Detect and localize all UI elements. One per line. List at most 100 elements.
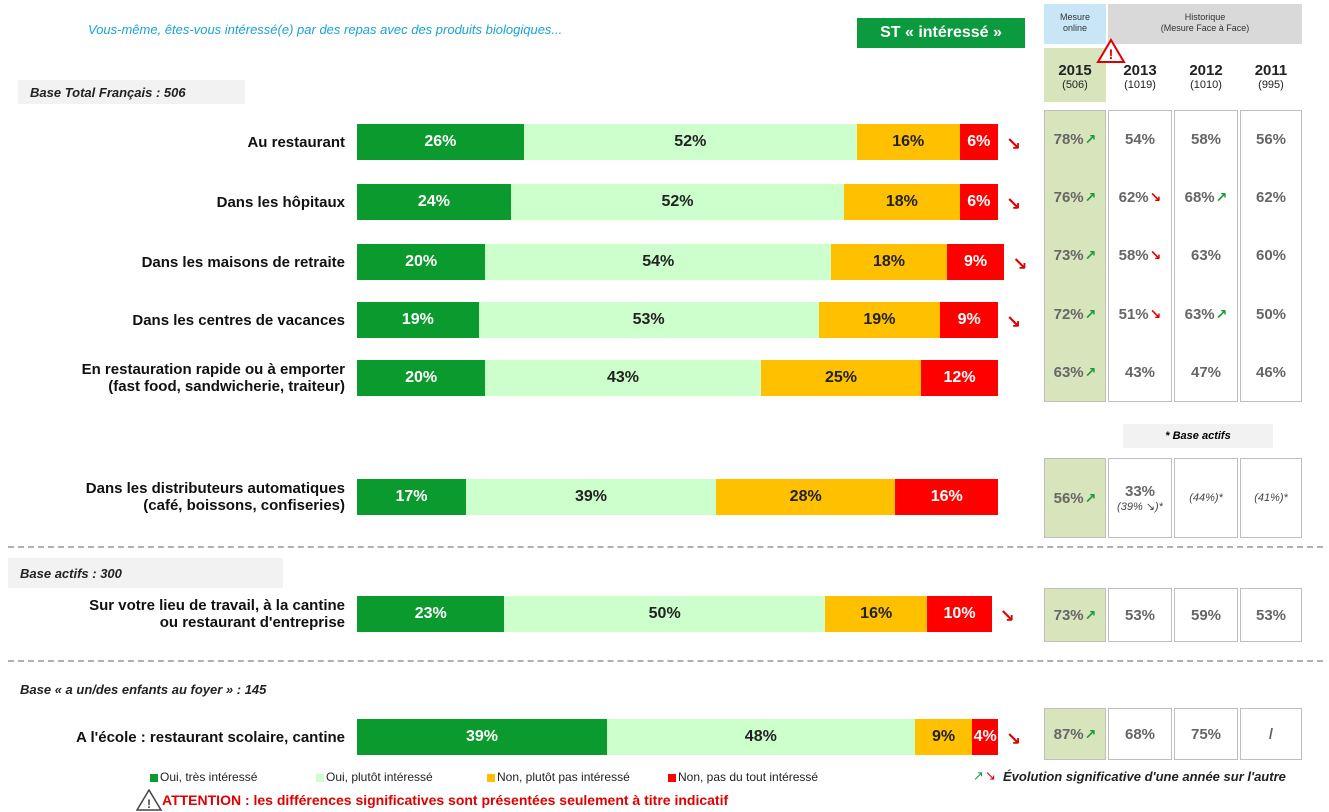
legend-swatch bbox=[668, 774, 676, 782]
cell-line: 53% bbox=[1125, 607, 1155, 624]
cell-trend: ↗ bbox=[1084, 489, 1097, 506]
year-base: (506) bbox=[1062, 78, 1088, 91]
year-base: (1010) bbox=[1190, 78, 1222, 91]
table-cell: 63% bbox=[1174, 227, 1238, 285]
table-cell-border bbox=[1240, 708, 1302, 760]
table-cell-border bbox=[1044, 458, 1106, 538]
cell-note: (39% ↘)* bbox=[1117, 501, 1163, 513]
cell-value: 50% bbox=[1255, 305, 1287, 323]
cell-value: 58% bbox=[1118, 247, 1149, 265]
warning: ATTENTION : les différences significativ… bbox=[162, 792, 729, 808]
separator bbox=[8, 660, 1323, 662]
table-cell: 60% bbox=[1240, 227, 1302, 285]
cell-line: 62% ↘ bbox=[1119, 189, 1162, 206]
cell-line: 59% bbox=[1191, 607, 1221, 624]
bar-segment: 26% bbox=[357, 124, 524, 160]
cell-line: 72% ↗ bbox=[1054, 306, 1097, 323]
cell-value: / bbox=[1268, 725, 1274, 743]
legend-swatch bbox=[316, 774, 324, 782]
table-cell-border bbox=[1174, 110, 1238, 402]
cell-value: 73% bbox=[1053, 606, 1084, 624]
table-bg bbox=[1044, 708, 1106, 760]
cell-line: 33% bbox=[1125, 483, 1155, 500]
table-cell: 58% ↘ bbox=[1108, 227, 1172, 285]
cell-trend: ↗ bbox=[1084, 189, 1097, 206]
cell-line: 87% ↗ bbox=[1054, 726, 1097, 743]
cell-value: 47% bbox=[1190, 364, 1222, 382]
year: 2015 bbox=[1058, 61, 1092, 79]
table-cell-border bbox=[1240, 588, 1302, 642]
cell-value: 68% bbox=[1124, 725, 1156, 743]
cell-value: 62% bbox=[1118, 189, 1149, 207]
cell-line: 56% ↗ bbox=[1054, 490, 1097, 507]
year-header: 2011 (995) bbox=[1240, 52, 1302, 100]
year-base: (1019) bbox=[1124, 78, 1156, 91]
table-cell: 73% ↗ bbox=[1044, 588, 1106, 642]
value-label: 39% bbox=[465, 728, 498, 745]
trend-legend: Évolution significative d'une année sur … bbox=[1003, 769, 1286, 784]
value-label: 54% bbox=[642, 253, 675, 270]
table-cell: 54% bbox=[1108, 110, 1172, 168]
table-bg bbox=[1044, 458, 1106, 538]
category-label: Dans les hôpitaux bbox=[216, 193, 345, 211]
table-cell-border bbox=[1044, 588, 1106, 642]
bar-segment: 20% bbox=[357, 244, 486, 280]
table-cell: (44%)* bbox=[1174, 458, 1238, 538]
separator bbox=[8, 546, 1323, 548]
cell-line: 76% ↗ bbox=[1054, 189, 1097, 206]
cell-trend: ↗ bbox=[1215, 305, 1228, 322]
cell-value: 46% bbox=[1255, 364, 1287, 382]
table-cell: 59% bbox=[1174, 588, 1238, 642]
cell-trend: ↘ bbox=[1149, 247, 1162, 264]
value-label: 9% bbox=[964, 253, 988, 270]
cell-value: 78% bbox=[1053, 130, 1084, 148]
table-cell: 51% ↘ bbox=[1108, 285, 1172, 343]
table-cell: 75% bbox=[1174, 708, 1238, 760]
warning-icon: ! bbox=[1096, 38, 1126, 63]
svg-text:!: ! bbox=[1109, 46, 1114, 62]
table-bg bbox=[1044, 110, 1106, 402]
bar-segment: 39% bbox=[357, 719, 607, 755]
cell-value: 63% bbox=[1190, 247, 1222, 265]
cell-note: (41%)* bbox=[1254, 492, 1288, 504]
value-label: 53% bbox=[632, 311, 665, 328]
cell-value: 53% bbox=[1255, 606, 1287, 624]
table-cell: 87% ↗ bbox=[1044, 708, 1106, 760]
bar-segment: 12% bbox=[921, 360, 998, 396]
table-cell: 68% bbox=[1108, 708, 1172, 760]
value-label: 6% bbox=[967, 193, 991, 210]
year-header: 2015 (506) bbox=[1044, 52, 1106, 100]
value-label: 19% bbox=[863, 311, 896, 328]
category-label: Dans les distributeurs automatiques (caf… bbox=[85, 480, 345, 514]
bar-segment: 19% bbox=[357, 302, 479, 338]
value-label: 18% bbox=[885, 193, 918, 210]
bar-segment: 48% bbox=[606, 719, 915, 755]
table-cell: 73% ↗ bbox=[1044, 227, 1106, 285]
cell-line: 58% bbox=[1191, 131, 1221, 148]
cell-line: 73% ↗ bbox=[1054, 607, 1097, 624]
table-cell: 72% ↗ bbox=[1044, 285, 1106, 343]
value-label: 16% bbox=[892, 133, 925, 150]
table-cell: 62% bbox=[1240, 168, 1302, 226]
bar-segment: 54% bbox=[485, 244, 832, 280]
legend-label: Oui, plutôt intéressé bbox=[326, 770, 433, 784]
cell-line: / bbox=[1269, 726, 1273, 743]
trend-arrow: ↘ bbox=[999, 606, 1015, 626]
value-label: 4% bbox=[973, 728, 997, 745]
cell-line: 73% ↗ bbox=[1054, 247, 1097, 264]
table-cell: 56% ↗ bbox=[1044, 458, 1106, 538]
legend-swatch bbox=[487, 774, 495, 782]
cell-value: 87% bbox=[1053, 725, 1084, 743]
value-label: 26% bbox=[424, 133, 457, 150]
trend-arrow: ↘ bbox=[1006, 194, 1022, 214]
bar-segment: 20% bbox=[357, 360, 486, 396]
table-cell-border bbox=[1108, 458, 1172, 538]
value-label: 18% bbox=[873, 253, 906, 270]
cell-value: 76% bbox=[1053, 189, 1084, 207]
cell-trend: ↗ bbox=[1084, 364, 1097, 381]
category-label: Dans les centres de vacances bbox=[132, 311, 345, 329]
bar-segment: 10% bbox=[927, 596, 992, 632]
online-header: Mesure online bbox=[1044, 4, 1106, 44]
legend-label: Non, pas du tout intéressé bbox=[678, 770, 819, 784]
category-label: Dans les maisons de retraite bbox=[141, 253, 345, 271]
